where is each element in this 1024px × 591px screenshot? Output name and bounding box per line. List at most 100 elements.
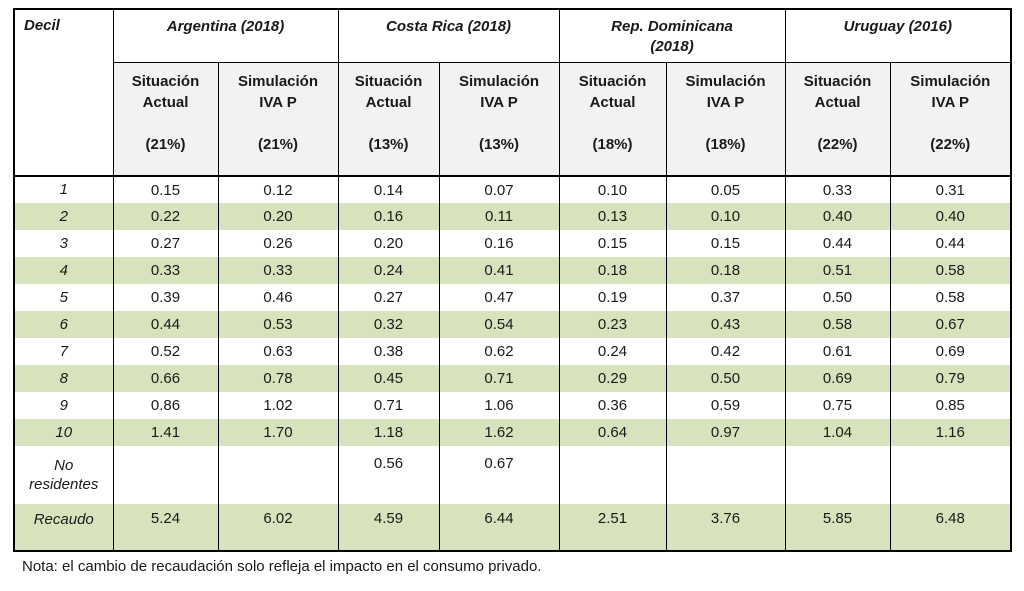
subheader-rate: (13%) [479, 135, 520, 153]
value-cell [112, 446, 219, 504]
value-cell: 0.63 [217, 338, 339, 365]
row-label-cell: Recaudo [13, 504, 114, 551]
table-row: 8 0.66 0.78 0.45 0.71 0.29 0.50 0.69 0.79 [13, 365, 1012, 392]
value-cell: 3.76 [665, 504, 786, 551]
subheader-cell: Situación Actual (22%) [784, 62, 891, 177]
table-row: 9 0.86 1.02 0.71 1.06 0.36 0.59 0.75 0.85 [13, 392, 1012, 419]
value-cell [889, 446, 1012, 504]
subheader-cell: Situación Actual (13%) [337, 62, 440, 177]
country-header-cell: Uruguay (2016) [784, 9, 1012, 63]
value-cell: 0.51 [784, 257, 891, 284]
subheader-label: Simulación IVA P [237, 72, 319, 111]
value-cell: 0.58 [889, 257, 1012, 284]
value-cell: 0.71 [337, 392, 440, 419]
value-cell: 0.66 [112, 365, 219, 392]
value-cell: 0.40 [784, 203, 891, 230]
value-cell: 0.16 [438, 230, 560, 257]
value-cell: 0.15 [665, 230, 786, 257]
value-cell: 0.54 [438, 311, 560, 338]
value-cell: 0.18 [665, 257, 786, 284]
value-cell: 0.40 [889, 203, 1012, 230]
value-cell: 0.44 [784, 230, 891, 257]
value-cell: 0.62 [438, 338, 560, 365]
value-cell: 0.19 [558, 284, 667, 311]
row-label-cell: 6 [13, 311, 114, 338]
table-row: 7 0.52 0.63 0.38 0.62 0.24 0.42 0.61 0.69 [13, 338, 1012, 365]
value-cell [665, 446, 786, 504]
value-cell: 4.59 [337, 504, 440, 551]
value-cell: 0.85 [889, 392, 1012, 419]
value-cell: 0.10 [665, 203, 786, 230]
decil-corner-cell: Decil [13, 9, 114, 177]
value-cell: 6.48 [889, 504, 1012, 551]
table-row: 6 0.44 0.53 0.32 0.54 0.23 0.43 0.58 0.67 [13, 311, 1012, 338]
value-cell: 0.79 [889, 365, 1012, 392]
table-row: Recaudo 5.24 6.02 4.59 6.44 2.51 3.76 5.85 6.48 [13, 504, 1012, 551]
value-cell: 0.46 [217, 284, 339, 311]
value-cell: 0.50 [784, 284, 891, 311]
subheader-cell: Situación Actual (18%) [558, 62, 667, 177]
value-cell: 0.45 [337, 365, 440, 392]
value-cell [784, 446, 891, 504]
value-cell: 0.78 [217, 365, 339, 392]
value-cell: 0.69 [889, 338, 1012, 365]
value-cell: 0.23 [558, 311, 667, 338]
value-cell: 1.06 [438, 392, 560, 419]
row-label-cell: 1 [13, 176, 114, 203]
value-cell: 0.97 [665, 419, 786, 446]
value-cell: 0.31 [889, 176, 1012, 203]
iva-table: Decil Argentina (2018) Costa Rica (2018) Re… [13, 8, 1013, 552]
value-cell: 0.24 [558, 338, 667, 365]
value-cell: 0.33 [217, 257, 339, 284]
value-cell: 0.39 [112, 284, 219, 311]
subheader-cell: Simulación IVA P (21%) [217, 62, 339, 177]
value-cell: 1.70 [217, 419, 339, 446]
note-text: Nota: el cambio de recaudación solo refl… [22, 558, 542, 575]
subheader-rate: (13%) [368, 135, 409, 153]
value-cell: 0.53 [217, 311, 339, 338]
value-cell: 0.14 [337, 176, 440, 203]
value-cell: 0.67 [438, 446, 560, 504]
value-cell: 0.11 [438, 203, 560, 230]
row-label-cell: 7 [13, 338, 114, 365]
value-cell: 0.67 [889, 311, 1012, 338]
row-label-cell: 5 [13, 284, 114, 311]
value-cell: 0.75 [784, 392, 891, 419]
value-cell: 0.37 [665, 284, 786, 311]
subheader-cell: Simulación IVA P (18%) [665, 62, 786, 177]
value-cell: 0.52 [112, 338, 219, 365]
table-row: No residentes 0.56 0.67 [13, 446, 1012, 504]
value-cell: 0.58 [889, 284, 1012, 311]
value-cell: 6.02 [217, 504, 339, 551]
value-cell: 0.69 [784, 365, 891, 392]
subheader-cell: Simulación IVA P (22%) [889, 62, 1012, 177]
value-cell: 0.86 [112, 392, 219, 419]
value-cell [558, 446, 667, 504]
value-cell: 0.47 [438, 284, 560, 311]
value-cell: 1.18 [337, 419, 440, 446]
row-label-cell: 2 [13, 203, 114, 230]
value-cell: 1.04 [784, 419, 891, 446]
subheader-label: Situación Actual [354, 72, 423, 111]
row-label-cell: 8 [13, 365, 114, 392]
value-cell: 0.56 [337, 446, 440, 504]
value-cell: 0.27 [112, 230, 219, 257]
country-header-cell: Costa Rica (2018) [337, 9, 560, 63]
value-cell: 0.33 [112, 257, 219, 284]
header-sub-row: Situación Actual (21%) Simulación IVA P (21%)… [14, 62, 1012, 177]
row-label-cell: 3 [13, 230, 114, 257]
value-cell: 0.13 [558, 203, 667, 230]
value-cell: 0.36 [558, 392, 667, 419]
value-cell: 0.15 [558, 230, 667, 257]
value-cell: 2.51 [558, 504, 667, 551]
table-row: 4 0.33 0.33 0.24 0.41 0.18 0.18 0.51 0.58 [13, 257, 1012, 284]
value-cell: 0.41 [438, 257, 560, 284]
value-cell: 0.42 [665, 338, 786, 365]
row-label-cell: No residentes [13, 446, 114, 504]
subheader-rate: (21%) [258, 135, 299, 153]
value-cell: 0.44 [889, 230, 1012, 257]
value-cell: 0.58 [784, 311, 891, 338]
country-header-cell: Rep. Dominicana (2018) [558, 9, 786, 63]
subheader-label: Situación Actual [803, 72, 872, 111]
row-label-cell: 10 [13, 419, 114, 446]
